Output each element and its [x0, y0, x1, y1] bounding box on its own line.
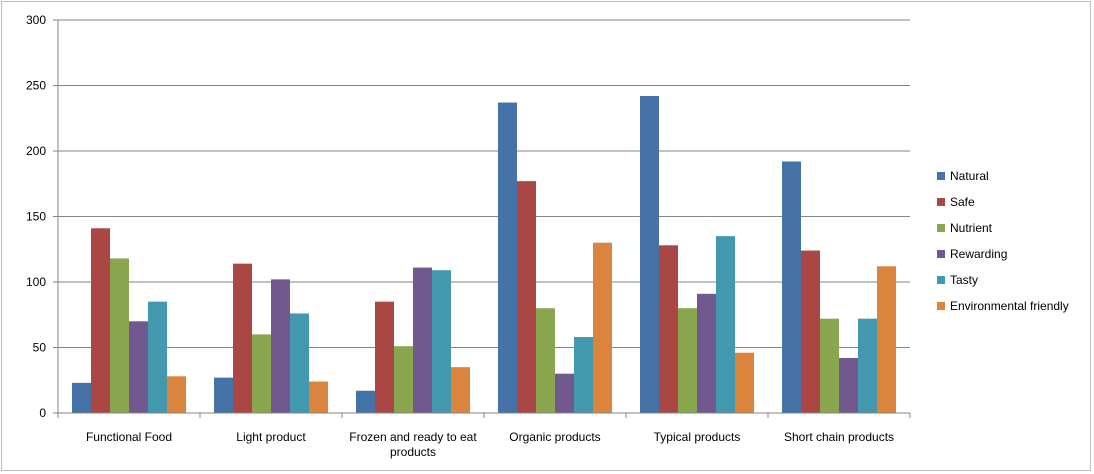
bar-natural — [640, 95, 659, 413]
legend-label: Rewarding — [950, 247, 1007, 261]
bar-natural — [356, 390, 375, 413]
x-tick-label: Functional Food — [86, 430, 172, 444]
y-tick-label: 100 — [26, 275, 46, 289]
y-tick-label: 200 — [26, 144, 46, 158]
bar-rewarding — [413, 267, 432, 413]
bar-tasty — [858, 318, 877, 413]
bar-tasty — [148, 301, 167, 413]
y-tick-label: 250 — [26, 79, 46, 93]
gridlines — [58, 19, 910, 348]
bar-tasty — [574, 337, 593, 413]
bar-tasty — [716, 236, 735, 413]
bar-safe — [233, 263, 252, 413]
bar-environmental-friendly — [451, 367, 470, 413]
bar-natural — [214, 377, 233, 413]
bar-nutrient — [110, 258, 129, 413]
legend-swatch — [937, 302, 945, 310]
legend-swatch — [937, 224, 945, 232]
legend-label: Natural — [950, 169, 989, 183]
bar-nutrient — [820, 318, 839, 413]
x-tick-label: Typical products — [654, 430, 741, 444]
bar-nutrient — [394, 346, 413, 413]
y-tick-label: 300 — [26, 13, 46, 27]
x-tick-label: Short chain products — [784, 430, 894, 444]
bar-tasty — [432, 270, 451, 413]
x-tick-label: Frozen and ready to eat — [349, 430, 477, 444]
bar-tasty — [290, 313, 309, 413]
bar-safe — [659, 245, 678, 413]
bar-rewarding — [555, 373, 574, 413]
bar-safe — [801, 250, 820, 413]
x-tick-label: Organic products — [509, 430, 600, 444]
bar-natural — [782, 161, 801, 413]
legend-swatch — [937, 172, 945, 180]
legend-swatch — [937, 276, 945, 284]
bar-environmental-friendly — [877, 266, 896, 413]
bar-rewarding — [697, 293, 716, 413]
bar-environmental-friendly — [167, 376, 186, 413]
y-tick-label: 0 — [39, 406, 46, 420]
bar-rewarding — [839, 357, 858, 413]
bar-safe — [375, 301, 394, 413]
y-tick-label: 50 — [33, 341, 47, 355]
bar-rewarding — [129, 321, 148, 413]
x-tick-label: products — [390, 445, 436, 459]
legend-label: Safe — [950, 195, 975, 209]
legend-label: Environmental friendly — [950, 299, 1069, 313]
axes — [53, 19, 911, 418]
bars — [72, 95, 896, 413]
y-tick-labels: 0 50 100 150 200 250 300 — [26, 13, 46, 420]
legend-swatch — [937, 250, 945, 258]
y-tick-label: 150 — [26, 210, 46, 224]
bar-environmental-friendly — [735, 352, 754, 413]
bar-rewarding — [271, 279, 290, 413]
bar-safe — [91, 228, 110, 413]
bar-environmental-friendly — [309, 381, 328, 413]
legend-label: Nutrient — [950, 221, 993, 235]
bar-nutrient — [678, 308, 697, 413]
bar-nutrient — [536, 308, 555, 413]
x-tick-label: Light product — [236, 430, 306, 444]
legend-label: Tasty — [950, 273, 978, 287]
bar-nutrient — [252, 334, 271, 413]
legend: Natural Safe Nutrient Rewarding Tasty Environ… — [937, 169, 1069, 313]
bar-safe — [517, 181, 536, 413]
legend-swatch — [937, 198, 945, 206]
bar-natural — [72, 382, 91, 413]
bar-natural — [498, 102, 517, 413]
x-tick-labels: Functional Food Light product Frozen and r… — [86, 430, 894, 459]
bar-environmental-friendly — [593, 242, 612, 413]
